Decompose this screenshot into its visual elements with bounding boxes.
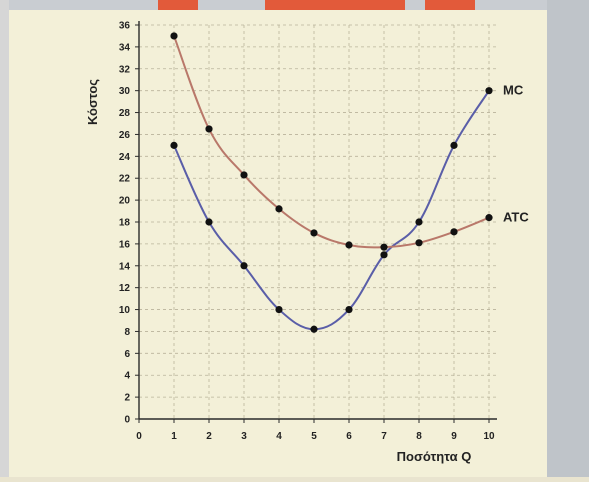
- series-label-mc: MC: [503, 83, 524, 98]
- y-tick-label: 12: [119, 283, 131, 294]
- x-tick-label: 1: [171, 431, 177, 442]
- x-tick-label: 9: [451, 431, 457, 442]
- y-tick-label: 20: [119, 196, 131, 207]
- data-point-atc: [345, 241, 353, 249]
- data-series: MC ATC: [170, 32, 529, 333]
- series-label-atc: ATC: [503, 210, 529, 225]
- series-mc: MC: [170, 83, 524, 333]
- y-tick-label: 34: [119, 42, 131, 53]
- data-point-atc: [415, 239, 423, 247]
- series-line-atc: [173, 35, 490, 249]
- series-line-mc: [173, 90, 490, 331]
- series-atc: ATC: [170, 32, 529, 251]
- y-tick-label: 32: [119, 64, 131, 75]
- x-tick-label: 5: [311, 431, 317, 442]
- data-point-mc: [380, 251, 388, 259]
- right-border-strip: [547, 0, 589, 477]
- data-point-atc: [170, 32, 178, 40]
- axes: [135, 21, 497, 423]
- x-tick-label: 2: [206, 431, 212, 442]
- data-point-atc: [380, 243, 388, 251]
- x-axis-label: Ποσότητα Q: [397, 449, 472, 464]
- data-point-atc: [310, 229, 318, 237]
- y-tick-label: 22: [119, 174, 131, 185]
- data-point-mc: [170, 141, 178, 149]
- data-point-mc: [415, 218, 423, 226]
- y-tick-label: 2: [124, 393, 130, 404]
- y-tick-label: 30: [119, 86, 131, 97]
- data-point-mc: [345, 305, 353, 314]
- y-tick-label: 28: [119, 108, 131, 119]
- data-point-mc: [310, 325, 318, 333]
- data-point-atc: [240, 171, 248, 179]
- x-tick-label: 7: [381, 431, 387, 442]
- x-tick-label: 6: [346, 431, 352, 442]
- data-point-atc: [275, 205, 283, 213]
- data-point-mc: [485, 87, 493, 95]
- y-tick-label: 4: [124, 371, 130, 382]
- y-axis-label: Κόστος: [85, 79, 100, 125]
- y-tick-label: 0: [124, 415, 130, 426]
- y-tick-label: 14: [119, 261, 131, 272]
- grid-lines: [139, 24, 497, 419]
- x-tick-label: 3: [241, 431, 247, 442]
- y-tick-label: 36: [119, 21, 131, 32]
- y-tick-label: 24: [119, 152, 131, 163]
- y-tick-label: 10: [119, 305, 131, 316]
- data-point-atc: [450, 228, 458, 236]
- data-point-mc: [275, 305, 283, 314]
- data-point-mc: [205, 218, 213, 226]
- y-tick-label: 8: [124, 327, 130, 338]
- y-tick-label: 16: [119, 239, 131, 250]
- y-tick-label: 18: [119, 218, 131, 229]
- x-tick-label: 0: [136, 431, 142, 442]
- x-tick-label: 8: [416, 431, 422, 442]
- y-tick-label: 6: [124, 349, 130, 360]
- x-tick-label: 10: [483, 431, 495, 442]
- data-point-mc: [240, 262, 248, 270]
- x-tick-label: 4: [276, 431, 282, 442]
- y-tick-label: 26: [119, 130, 131, 141]
- left-border-strip: [0, 0, 9, 477]
- data-point-atc: [205, 125, 213, 133]
- chart-panel: 0 2 4 6 8 10 12 14 16 18 20 22 24 26 28 30 32 34 36 0 1 2 3 4 5 6…: [9, 10, 547, 477]
- data-point-mc: [450, 141, 458, 149]
- data-point-atc: [485, 214, 493, 222]
